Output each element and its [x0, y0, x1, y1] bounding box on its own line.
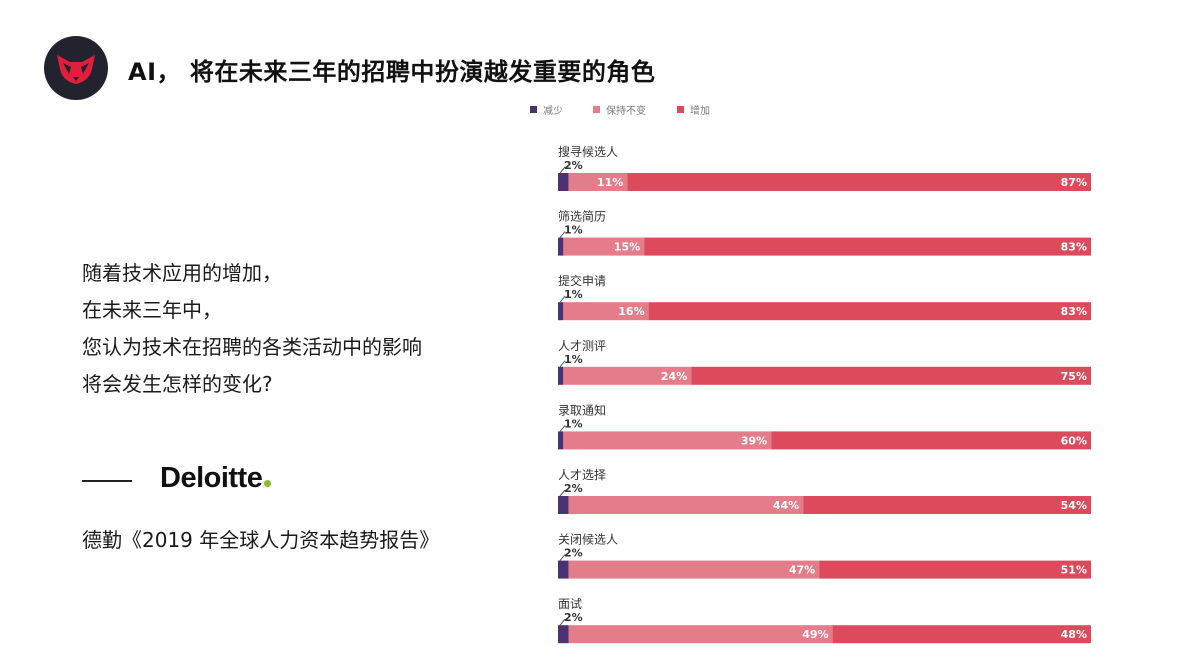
data-label: 87%	[1061, 176, 1087, 189]
legend-swatch	[593, 106, 600, 113]
leader-line	[559, 618, 566, 626]
question-line: 在未来三年中，	[82, 298, 222, 322]
leader-line	[559, 166, 566, 174]
data-label: 75%	[1061, 370, 1087, 383]
data-label: 83%	[1061, 305, 1087, 318]
bar-segment	[563, 366, 692, 385]
bar-segment	[627, 173, 1091, 191]
legend-label: 减少	[543, 105, 563, 117]
data-label: 1%	[564, 288, 583, 301]
survey-question: 随着技术应用的增加， 在未来三年中， 您认为技术在招聘的各类活动中的影响 将会发…	[82, 255, 422, 403]
bar-segment	[558, 625, 569, 644]
data-label: 44%	[773, 499, 799, 512]
brand-logo	[44, 36, 108, 100]
bar-segment	[568, 496, 804, 514]
bar-segment	[563, 302, 649, 321]
category-label: 筛选简历	[558, 209, 606, 224]
data-label: 47%	[789, 564, 815, 577]
data-label: 60%	[1061, 434, 1087, 447]
category-label: 人才测评	[558, 339, 606, 353]
data-label: 1%	[564, 353, 583, 366]
brand-name: Deloitte	[160, 462, 263, 494]
bar-segment	[648, 302, 1091, 321]
bar-segment	[832, 625, 1091, 644]
bar-segment	[558, 302, 564, 321]
data-label: 48%	[1061, 628, 1087, 641]
owl-logo-icon	[57, 55, 95, 84]
bar-segment	[691, 366, 1091, 385]
category-label: 面试	[558, 596, 582, 611]
data-label: 11%	[597, 176, 623, 189]
bar-segment	[558, 366, 564, 385]
legend-label: 增加	[690, 104, 710, 117]
legend-swatch	[530, 106, 537, 113]
data-label: 2%	[564, 611, 583, 624]
data-label: 83%	[1061, 241, 1087, 254]
leader-line	[559, 231, 566, 238]
data-label: 51%	[1061, 564, 1087, 577]
data-label: 1%	[564, 224, 583, 237]
deloitte-logo: Deloitte	[160, 462, 272, 495]
bar-segment	[558, 496, 569, 514]
category-label: 关闭候选人	[558, 533, 618, 547]
legend-label: 保持不变	[606, 104, 646, 117]
bar-segment	[568, 560, 820, 579]
bar-segment	[558, 560, 569, 579]
category-label: 人才选择	[558, 468, 606, 482]
bar-segment	[563, 431, 772, 450]
bar-segment	[558, 237, 564, 256]
page-title: AI， 将在未来三年的招聘中扮演越发重要的角色	[128, 58, 656, 86]
bar-segment	[563, 237, 645, 256]
leader-line	[559, 425, 566, 432]
data-label: 1%	[564, 417, 583, 430]
source-citation: 德勤《2019 年全球人力资本趋势报告》	[82, 528, 440, 552]
data-label: 49%	[802, 628, 828, 641]
data-label: 24%	[661, 370, 687, 383]
data-label: 16%	[618, 305, 644, 318]
bar-segment	[558, 431, 564, 450]
category-label: 提交申请	[558, 273, 606, 288]
bar-segment	[819, 560, 1091, 579]
data-label: 2%	[564, 159, 583, 172]
bar-segment	[558, 173, 569, 191]
bar-segment	[644, 237, 1091, 256]
bar-segment	[803, 496, 1091, 514]
category-label: 录取通知	[558, 403, 606, 417]
leader-line	[559, 554, 566, 561]
category-label: 搜寻候选人	[558, 144, 618, 159]
bar-segment	[568, 625, 833, 644]
data-label: 2%	[564, 547, 583, 560]
bar-segment	[568, 173, 628, 191]
data-label: 54%	[1061, 499, 1087, 512]
leader-line	[559, 360, 566, 368]
question-line: 随着技术应用的增加，	[82, 261, 282, 285]
leader-line	[559, 295, 566, 303]
question-line: 您认为技术在招聘的各类活动中的影响	[82, 335, 422, 359]
leader-line	[559, 489, 566, 497]
data-label: 2%	[564, 482, 583, 495]
bar-segment	[771, 431, 1091, 450]
attribution-dash	[82, 480, 132, 482]
legend-swatch	[677, 106, 684, 113]
brand-dot	[264, 480, 272, 487]
question-line: 将会发生怎样的变化?	[82, 372, 273, 396]
data-label: 15%	[614, 241, 640, 254]
data-label: 39%	[741, 434, 767, 447]
